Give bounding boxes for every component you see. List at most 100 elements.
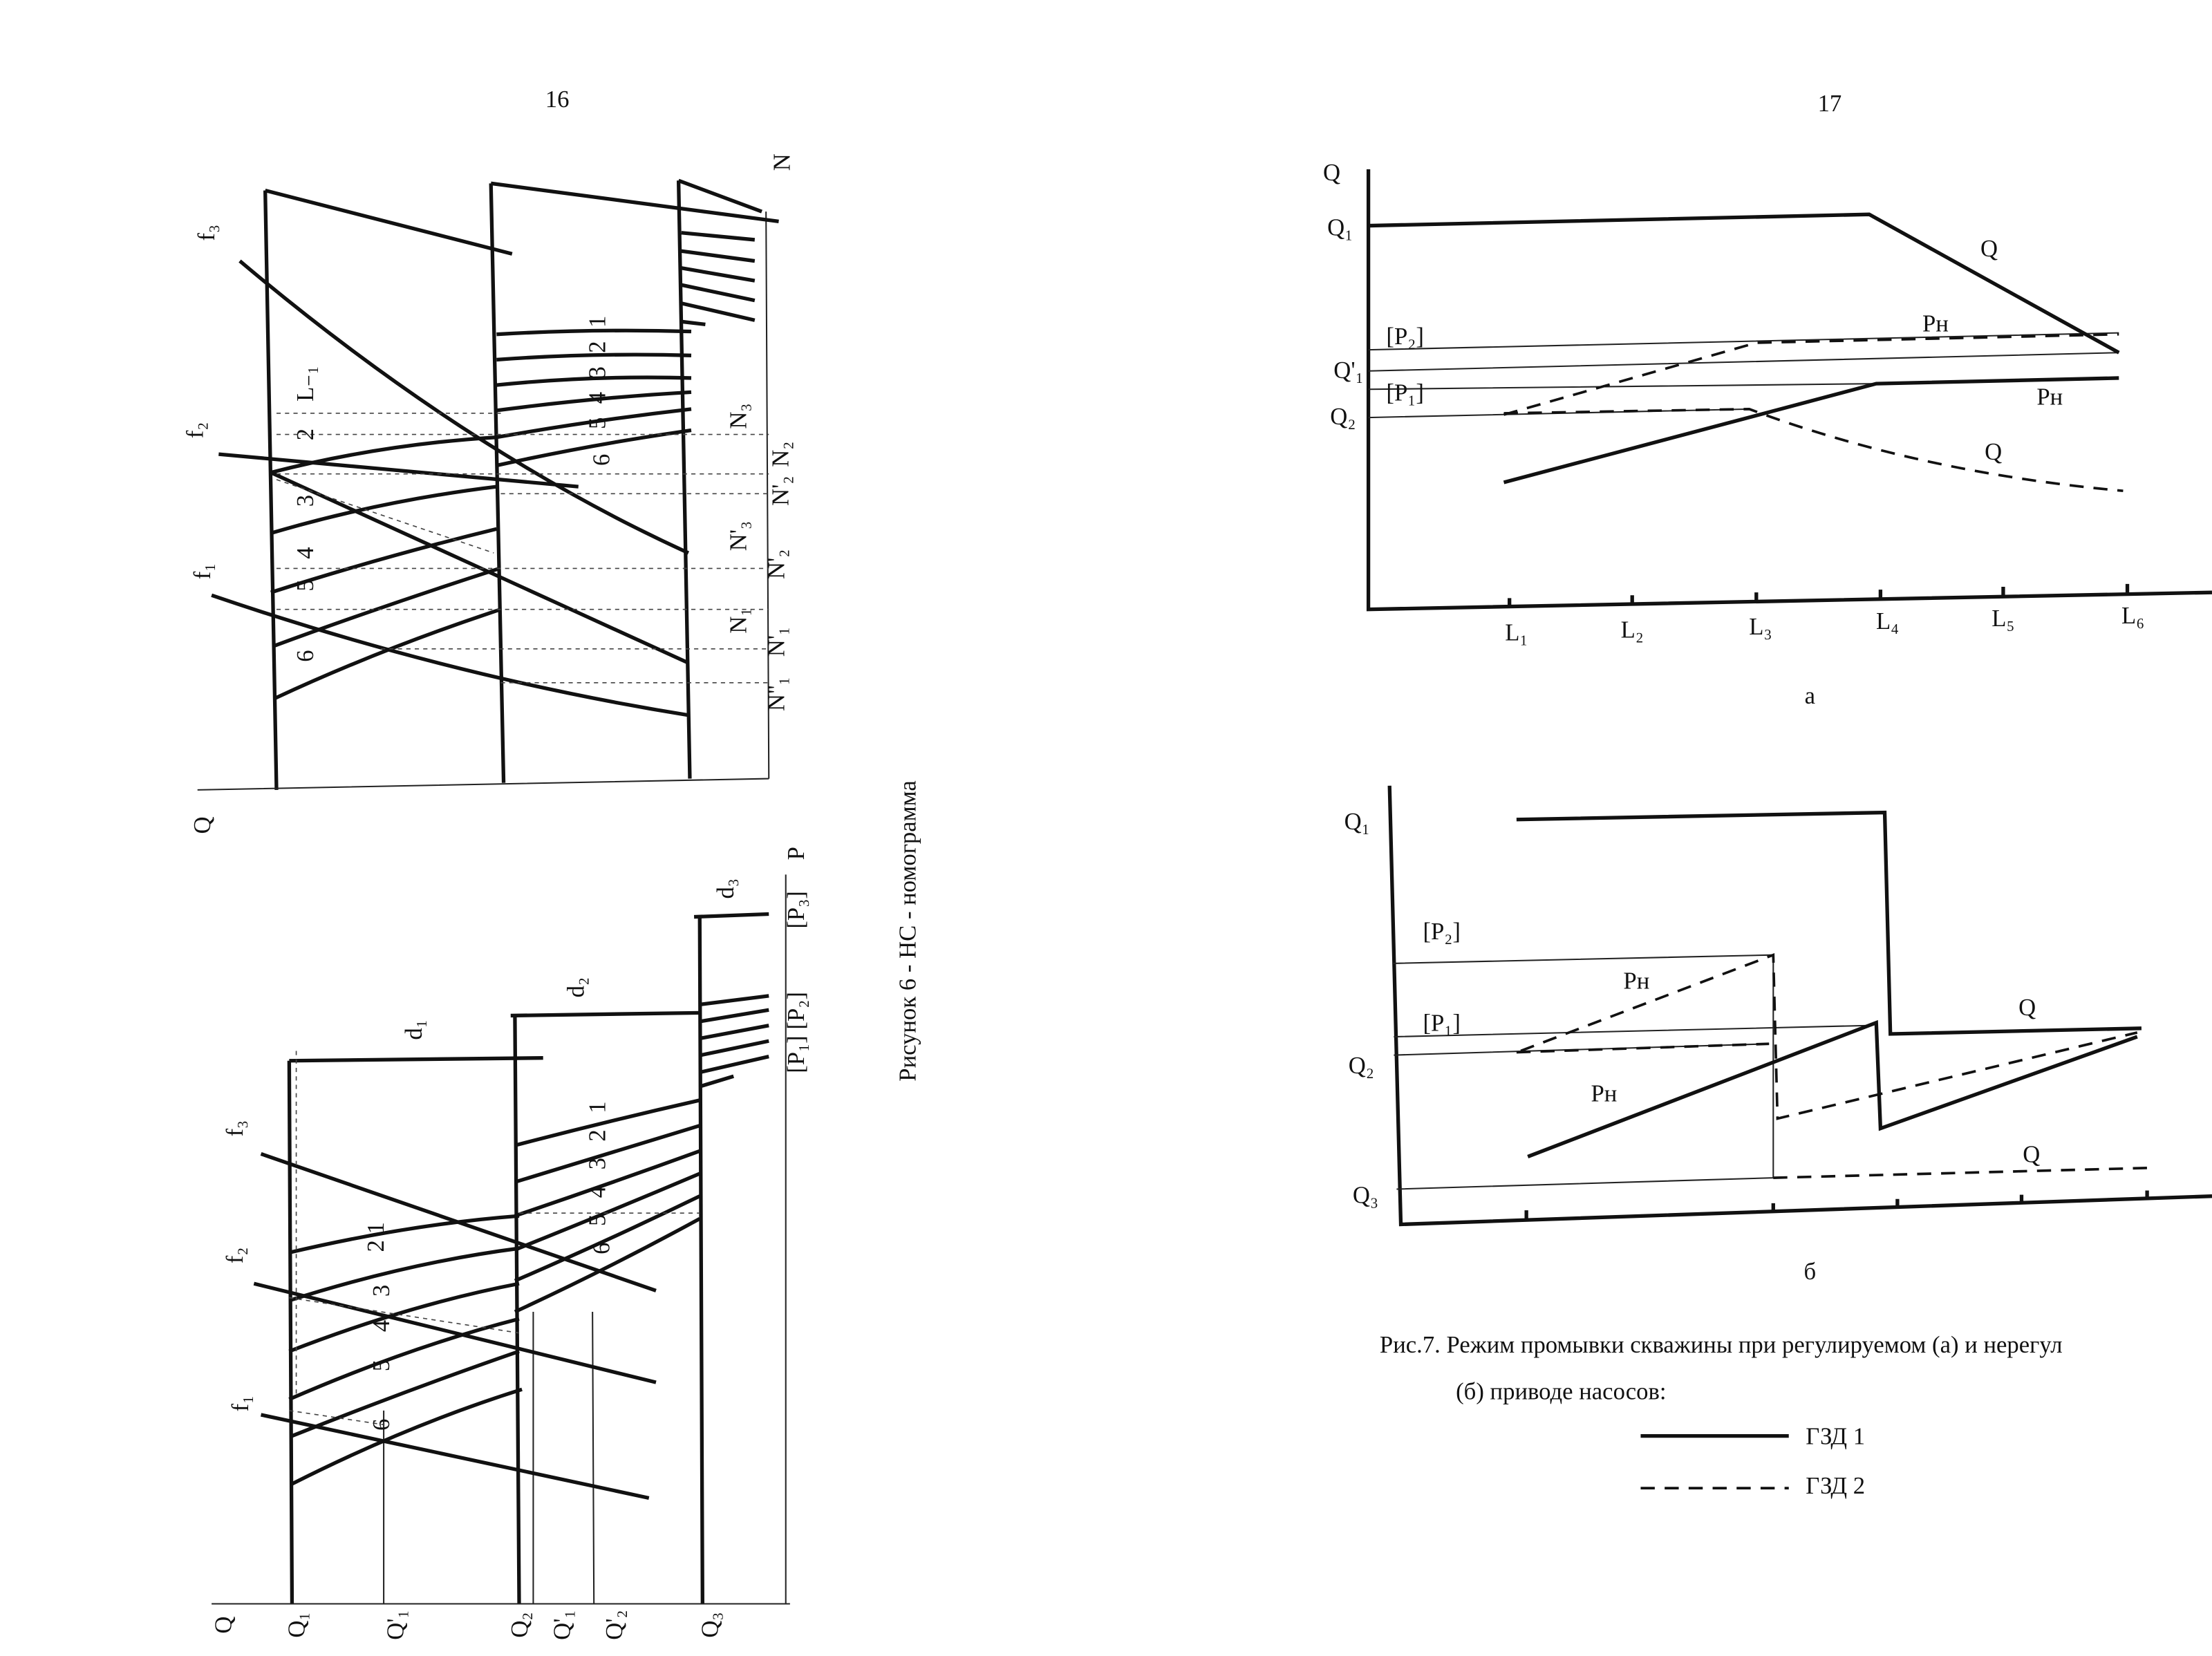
tick-label: L₃ bbox=[1749, 613, 1772, 640]
label: Q bbox=[209, 1617, 236, 1634]
label: 1 bbox=[583, 316, 610, 328]
label: 2 bbox=[292, 429, 319, 440]
label: Q₃ bbox=[697, 1612, 724, 1638]
label: [P₃] bbox=[782, 891, 809, 929]
label: [P₁] bbox=[1423, 1010, 1460, 1037]
nomogram-top bbox=[197, 178, 779, 791]
label: d₂ bbox=[563, 977, 590, 997]
label: f₁ bbox=[189, 563, 216, 580]
label: [P₂] bbox=[1386, 323, 1423, 350]
d-lines bbox=[289, 912, 769, 1063]
sublabel: б bbox=[1804, 1258, 1817, 1285]
chart-a bbox=[1366, 169, 2212, 612]
page-number: 17 bbox=[1818, 90, 1842, 117]
curves-mid bbox=[496, 328, 692, 468]
stripes bbox=[700, 994, 769, 1089]
tick-label: L₁ bbox=[1505, 619, 1528, 646]
ticks bbox=[1524, 1190, 2149, 1219]
label: Q₃ bbox=[1353, 1182, 1378, 1209]
label: 5 bbox=[583, 417, 610, 429]
tick-label: L₆ bbox=[2121, 602, 2144, 629]
label: Pн bbox=[1591, 1080, 1617, 1107]
label: N bbox=[769, 153, 796, 171]
label: Q bbox=[2018, 994, 2036, 1021]
label: P bbox=[782, 847, 809, 860]
base bbox=[212, 874, 790, 1605]
label: 3 bbox=[292, 495, 319, 507]
solid-curves bbox=[1516, 810, 2142, 1159]
label: Q'₁ bbox=[1333, 357, 1363, 384]
legend-label: ГЗД 2 bbox=[1806, 1472, 1865, 1499]
axes bbox=[1387, 785, 2212, 1227]
tick-label: L₄ bbox=[1876, 608, 1899, 634]
solid-curves bbox=[1368, 212, 2120, 484]
sublabel: а bbox=[1805, 682, 1815, 709]
page-number: 16 bbox=[545, 86, 570, 113]
label: Q'₂ bbox=[601, 1610, 628, 1639]
label: N'₂ bbox=[767, 476, 794, 506]
label: [P₂] bbox=[1423, 918, 1460, 945]
label: 5 bbox=[583, 1214, 610, 1226]
label: 3 bbox=[368, 1285, 395, 1297]
label: 4 bbox=[292, 547, 319, 558]
stripes bbox=[681, 231, 756, 327]
label: Q bbox=[1323, 159, 1340, 186]
label: 5 bbox=[368, 1359, 395, 1371]
label: d₁ bbox=[400, 1019, 427, 1039]
label: Q'₁ bbox=[548, 1610, 575, 1639]
tick-label: L₂ bbox=[1621, 616, 1644, 643]
label: 2 bbox=[583, 1129, 610, 1141]
legend-label: ГЗД 1 bbox=[1806, 1423, 1865, 1450]
label: Q₂ bbox=[1330, 403, 1356, 430]
label: Q₂ bbox=[1349, 1052, 1374, 1079]
curves-mid bbox=[514, 1098, 701, 1314]
label: Q₁ bbox=[1327, 214, 1353, 241]
label: 4 bbox=[583, 392, 610, 404]
caption: Рис.7. Режим промывки скважины при регул… bbox=[1380, 1331, 2063, 1358]
nomogram-bottom bbox=[212, 874, 790, 1605]
label: N'₃ bbox=[724, 521, 751, 551]
ticks bbox=[1508, 583, 2130, 607]
label: Q₁ bbox=[1344, 808, 1370, 835]
label: 4 bbox=[368, 1320, 395, 1332]
label: 6 bbox=[368, 1419, 395, 1431]
label: 4 bbox=[583, 1186, 610, 1198]
label: f₃ bbox=[193, 225, 220, 241]
base bbox=[197, 211, 770, 791]
label: [P₁] [P₂] bbox=[782, 992, 809, 1073]
label: [P₁] bbox=[1386, 379, 1423, 406]
label: f₂ bbox=[182, 422, 209, 439]
label: Pн bbox=[1623, 967, 1649, 994]
label: N'₁ bbox=[762, 627, 789, 657]
level-lines bbox=[1392, 954, 1870, 1190]
f-lines bbox=[253, 1151, 657, 1500]
label: 6 bbox=[588, 1243, 615, 1254]
label: Q₂ bbox=[506, 1612, 533, 1638]
label: 2 bbox=[583, 341, 610, 352]
caption: (б) приводе насосов: bbox=[1456, 1377, 1666, 1404]
label: d₃ bbox=[712, 878, 739, 898]
caption: Рисунок 6 - НС - номограмма bbox=[894, 780, 921, 1081]
level-lines bbox=[1368, 332, 2119, 419]
label: 2 1 bbox=[362, 1222, 389, 1252]
label: f₂ bbox=[221, 1248, 248, 1264]
label: N₁ bbox=[724, 608, 751, 633]
curves-left bbox=[270, 435, 502, 700]
label: Pн bbox=[1922, 310, 1949, 337]
tick-label: L₅ bbox=[1991, 605, 2014, 632]
label: L₋₁ bbox=[292, 366, 319, 402]
dashed-curves bbox=[1516, 953, 2148, 1179]
f-curves bbox=[211, 259, 690, 717]
label: 3 bbox=[583, 1158, 610, 1169]
guide-lines bbox=[276, 413, 769, 684]
label: N''₁ bbox=[762, 677, 789, 711]
label: N₃ bbox=[724, 403, 751, 429]
label: 5 bbox=[292, 579, 319, 591]
label: f₁ bbox=[227, 1395, 254, 1412]
label: N₂ bbox=[767, 442, 794, 467]
chart-b bbox=[1387, 785, 2212, 1227]
label: N'₂ bbox=[762, 549, 789, 579]
label: Pн bbox=[2036, 384, 2063, 411]
